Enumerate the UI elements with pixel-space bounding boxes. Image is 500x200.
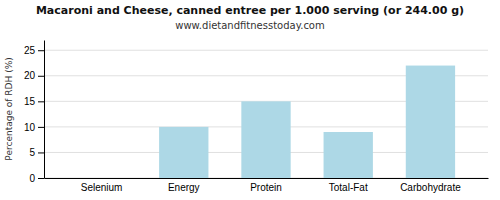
tick-mark	[38, 178, 44, 179]
subtitle: www.dietandfitnesstoday.com	[175, 20, 324, 31]
tick-label: Total-Fat	[329, 182, 368, 193]
tick: 0	[29, 173, 44, 184]
tick: Selenium	[81, 182, 123, 193]
tick: Total-Fat	[329, 182, 368, 193]
tick: Carbohydrate	[400, 182, 461, 193]
bar	[77, 178, 126, 179]
y-axis: 0 5 10 15 20 25	[24, 41, 45, 184]
bar	[406, 66, 455, 178]
grid	[44, 50, 488, 178]
tick-label: 15	[24, 96, 36, 107]
tick: 15	[24, 96, 44, 107]
tick-mark	[38, 152, 44, 153]
bar	[241, 101, 290, 178]
tick-label: Energy	[168, 182, 200, 193]
x-axis: Selenium Energy Protein Total-Fat Carbohydra…	[45, 179, 489, 194]
bars	[159, 66, 455, 178]
tick: 10	[24, 122, 44, 133]
chart: Macaroni and Cheese, canned entree per 1…	[0, 0, 500, 200]
axis-line	[45, 178, 489, 179]
y-axis-title: Percentage of RDH (%)	[4, 57, 14, 160]
tick-mark	[38, 76, 44, 77]
tick-mark	[38, 127, 44, 128]
grid-line	[44, 50, 488, 51]
tick-label: Protein	[250, 182, 282, 193]
tick-mark	[38, 50, 44, 51]
tick-mark	[38, 101, 44, 102]
tick-label: 0	[29, 173, 35, 184]
tick: 25	[24, 45, 44, 56]
tick: 5	[29, 147, 44, 158]
tick-label: 10	[24, 122, 36, 133]
tick-label: 20	[24, 70, 36, 81]
tick-label: Selenium	[81, 182, 123, 193]
tick: 20	[24, 70, 44, 81]
tick-label: 25	[24, 45, 36, 56]
bar	[324, 132, 373, 178]
tick: Protein	[250, 182, 282, 193]
axis-line	[44, 41, 45, 179]
plot: Selenium Energy Protein Total-Fat Carbohydra…	[24, 41, 489, 194]
bar	[159, 127, 208, 178]
tick-label: Carbohydrate	[400, 182, 461, 193]
tick-label: 5	[29, 147, 35, 158]
tick: Energy	[168, 182, 200, 193]
title: Macaroni and Cheese, canned entree per 1…	[36, 4, 464, 17]
